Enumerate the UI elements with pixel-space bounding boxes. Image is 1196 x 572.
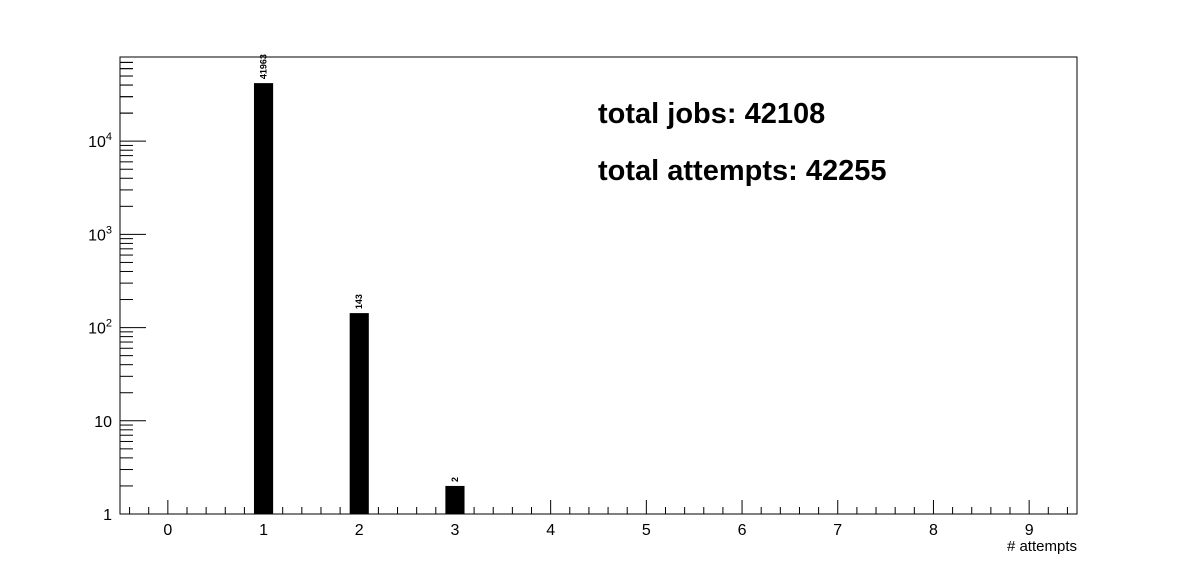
- x-tick-label: 9: [1025, 522, 1034, 539]
- y-tick-label-exponent: 3: [106, 224, 112, 236]
- bars: 41963 143 2: [253, 54, 465, 514]
- y-tick-label-exponent: 2: [106, 318, 112, 330]
- bar-value-label: 2: [450, 477, 460, 482]
- y-tick-label-base: 1: [103, 507, 112, 524]
- plot-frame: [119, 56, 1078, 515]
- x-axis-title: # attempts: [1007, 538, 1077, 555]
- x-tick-label: 5: [642, 522, 651, 539]
- x-tick-label: 0: [163, 522, 172, 539]
- x-tick-label: 4: [546, 522, 555, 539]
- annotation-total-jobs: total jobs: 42108: [598, 98, 825, 130]
- bar: [349, 313, 369, 514]
- bar: [445, 485, 465, 514]
- x-tick-label: 2: [355, 522, 364, 539]
- y-tick-label-exponent: 4: [106, 131, 112, 143]
- y-tick-label: 102: [88, 318, 112, 338]
- y-tick-label-base: 10: [88, 321, 106, 338]
- bar-value-label: 41963: [259, 54, 269, 79]
- annotation-total-attempts: total attempts: 42255: [598, 155, 887, 187]
- y-tick-label-base: 10: [94, 414, 112, 431]
- y-tick-label: 10: [94, 414, 112, 431]
- bar-value-label: 143: [354, 294, 364, 309]
- y-tick-label-base: 10: [88, 227, 106, 244]
- x-tick-label: 8: [929, 522, 938, 539]
- y-tick-label: 103: [88, 224, 112, 244]
- y-tick-label: 104: [88, 131, 112, 151]
- bar: [253, 83, 274, 514]
- x-tick-label: 6: [738, 522, 747, 539]
- y-tick-label: 1: [103, 507, 112, 524]
- x-tick-label: 3: [450, 522, 459, 539]
- y-tick-label-base: 10: [88, 134, 106, 151]
- x-tick-label: 7: [833, 522, 842, 539]
- x-tick-label: 1: [259, 522, 268, 539]
